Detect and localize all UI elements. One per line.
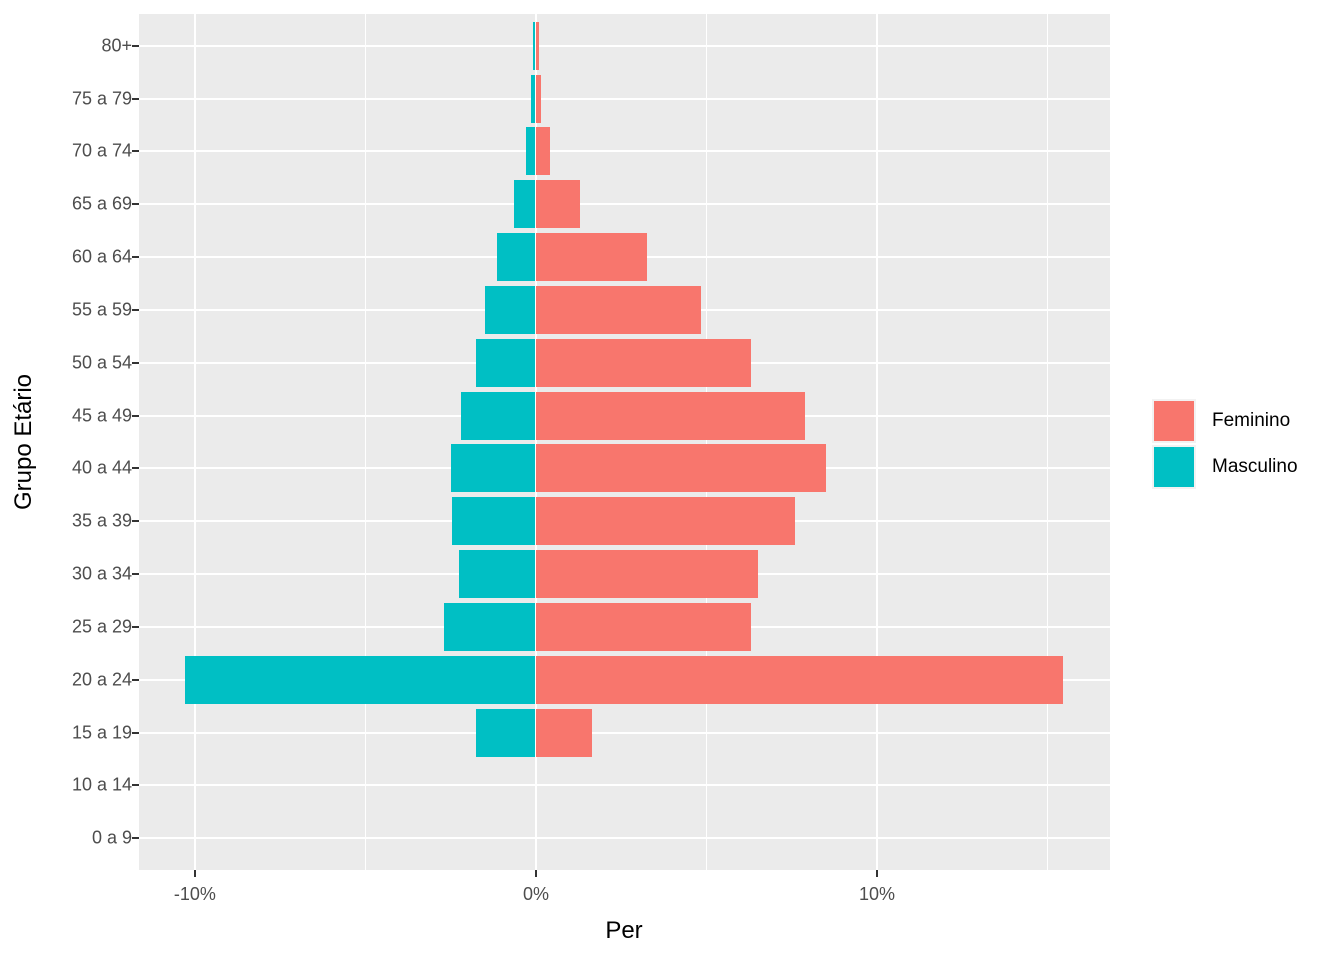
y-tick-mark	[132, 520, 139, 523]
y-tick-label: 55 a 59	[71, 299, 132, 320]
y-tick-label: 25 a 29	[71, 616, 132, 637]
y-tick-label: 20 a 24	[71, 669, 132, 690]
y-tick-label: 50 a 54	[71, 352, 132, 373]
pyramid-bar	[526, 127, 536, 176]
legend: Feminino Masculino	[1152, 399, 1298, 491]
major-gridline	[139, 784, 1110, 787]
minor-gridline	[706, 14, 708, 870]
legend-key	[1152, 399, 1196, 443]
plot-panel	[139, 14, 1110, 870]
legend-entry: Masculino	[1152, 445, 1298, 489]
y-tick-mark	[132, 784, 139, 787]
y-tick-label: 30 a 34	[71, 563, 132, 584]
y-tick-mark	[132, 414, 139, 417]
legend-key	[1152, 445, 1196, 489]
y-tick-mark	[132, 308, 139, 311]
x-tick-label: 0%	[522, 884, 549, 904]
y-tick-label: 10 a 14	[71, 774, 132, 795]
pyramid-bar	[535, 285, 702, 334]
pyramid-bar	[535, 74, 542, 123]
y-tick-label: 70 a 74	[71, 140, 132, 161]
y-tick-label: 15 a 19	[71, 722, 132, 743]
pyramid-bar	[535, 21, 539, 70]
legend-label: Feminino	[1212, 410, 1291, 431]
major-gridline	[139, 203, 1110, 206]
pyramid-bar	[460, 391, 536, 440]
legend-label: Masculino	[1212, 456, 1298, 477]
major-gridline	[139, 150, 1110, 153]
y-tick-label: 45 a 49	[71, 405, 132, 426]
pyramid-bar	[535, 127, 551, 176]
pyramid-bar	[535, 391, 806, 440]
y-tick-label: 65 a 69	[71, 193, 132, 214]
pyramid-bar	[476, 338, 536, 387]
y-tick-label: 60 a 64	[71, 246, 132, 267]
pyramid-bar	[535, 338, 751, 387]
minor-gridline	[1047, 14, 1049, 870]
y-tick-mark	[132, 203, 139, 206]
pyramid-bar	[535, 550, 758, 599]
pyramid-bar	[535, 602, 751, 651]
x-axis-title: Per	[605, 917, 643, 944]
pyramid-bar	[535, 180, 581, 229]
x-tick-label: -10%	[173, 884, 216, 904]
x-tick-mark	[193, 870, 196, 877]
major-gridline	[139, 44, 1110, 47]
pyramid-bar	[484, 285, 536, 334]
y-axis-title: Grupo Etário	[10, 373, 37, 511]
major-gridline	[139, 97, 1110, 100]
major-gridline	[876, 14, 879, 870]
x-tick-mark	[534, 870, 537, 877]
pyramid-bar	[535, 708, 593, 757]
pyramid-bar	[476, 708, 536, 757]
pyramid-bar	[535, 444, 826, 493]
pyramid-bar	[443, 602, 536, 651]
pyramid-bar	[535, 233, 647, 282]
pyramid-bar	[535, 655, 1063, 704]
y-tick-mark	[132, 361, 139, 364]
pyramid-bar	[513, 180, 536, 229]
pyramid-bar	[533, 21, 536, 70]
minor-gridline	[364, 14, 366, 870]
pyramid-bar	[496, 233, 536, 282]
pyramid-bar	[530, 74, 536, 123]
major-gridline	[193, 14, 196, 870]
y-tick-mark	[132, 150, 139, 153]
y-tick-mark	[132, 625, 139, 628]
legend-entry: Feminino	[1152, 399, 1298, 443]
y-tick-mark	[132, 97, 139, 100]
y-tick-mark	[132, 731, 139, 734]
y-tick-label: 80+	[101, 35, 132, 56]
x-tick-mark	[876, 870, 879, 877]
y-tick-mark	[132, 467, 139, 470]
legend-swatch	[1154, 401, 1194, 441]
y-tick-mark	[132, 44, 139, 47]
y-tick-mark	[132, 573, 139, 576]
y-tick-label: 35 a 39	[71, 510, 132, 531]
y-tick-label: 75 a 79	[71, 88, 132, 109]
major-gridline	[139, 837, 1110, 840]
pyramid-bar	[452, 497, 536, 546]
zero-line	[535, 14, 537, 870]
major-gridline	[139, 731, 1110, 734]
pyramid-bar	[535, 497, 796, 546]
pyramid-bar	[184, 655, 536, 704]
pyramid-bar	[450, 444, 536, 493]
y-tick-mark	[132, 256, 139, 259]
legend-swatch	[1154, 447, 1194, 487]
pyramid-bar	[459, 550, 536, 599]
y-tick-label: 40 a 44	[71, 457, 132, 478]
y-tick-mark	[132, 837, 139, 840]
y-tick-mark	[132, 678, 139, 681]
y-tick-label: 0 a 9	[91, 827, 132, 848]
x-tick-label: 10%	[859, 884, 896, 904]
